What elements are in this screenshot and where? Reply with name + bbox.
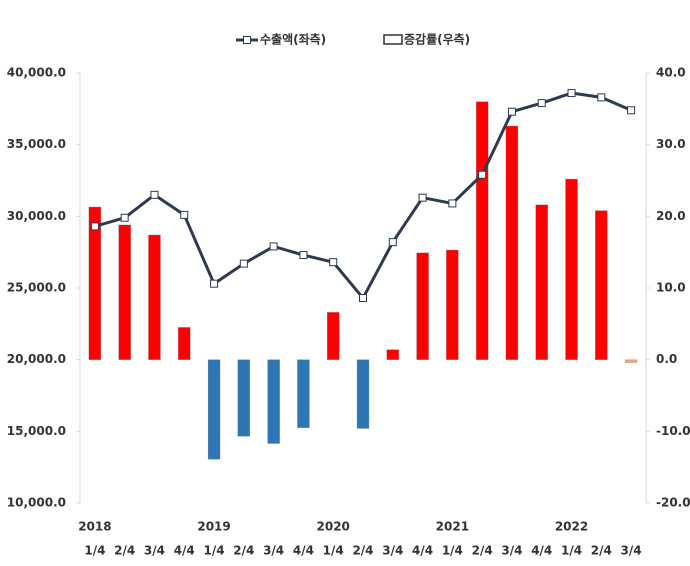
bar: [178, 327, 191, 360]
marker: [507, 107, 516, 116]
x-tick-label: 1/4: [204, 544, 225, 558]
x-tick-label: 3/4: [263, 544, 284, 558]
marker: [210, 279, 219, 288]
bar: [446, 249, 459, 360]
x-tick-label: 2/4: [352, 544, 373, 558]
x-tick-label: 3/4: [382, 544, 403, 558]
bar: [267, 359, 280, 444]
marker: [627, 106, 636, 115]
year-label: 2022: [555, 520, 588, 534]
marker: [180, 210, 189, 219]
marker: [239, 259, 248, 268]
bar: [118, 224, 131, 360]
x-tick-label: 1/4: [442, 544, 463, 558]
marker: [150, 190, 159, 199]
x-tick-label: 2/4: [472, 544, 493, 558]
x-tick-label: 4/4: [293, 544, 314, 558]
bar: [356, 359, 370, 429]
legend-marker: [243, 36, 251, 44]
y-tick-label: 25,000.0: [7, 281, 66, 295]
legend-label: 수출액(좌측): [260, 32, 326, 47]
y-tick-label: 30,000.0: [7, 209, 66, 223]
year-label: 2019: [197, 520, 230, 534]
marker: [537, 99, 546, 108]
marker: [478, 170, 487, 179]
x-tick-label: 3/4: [144, 544, 165, 558]
marker: [329, 258, 338, 267]
bar: [505, 125, 519, 360]
y-tick-label: 10,000.0: [7, 496, 66, 510]
bar: [595, 210, 608, 360]
line: [94, 91, 632, 301]
bar: [88, 206, 102, 360]
marker: [359, 294, 367, 303]
x-tick-label: 3/4: [501, 544, 522, 558]
marker: [269, 242, 278, 251]
marker: [388, 238, 397, 247]
y-tick-label: 35,000.0: [7, 137, 66, 151]
x-tick-label: 1/4: [561, 544, 582, 558]
year-label: 2021: [436, 520, 469, 534]
bar: [565, 178, 578, 360]
marker: [418, 193, 427, 202]
y2-tick-label: -10.0: [656, 424, 690, 438]
marker: [597, 93, 606, 102]
y2-tick-label: 10.0: [656, 281, 686, 295]
x-tick-label: 1/4: [323, 544, 344, 558]
bar: [237, 359, 250, 437]
bar: [148, 234, 161, 360]
marker: [120, 213, 129, 222]
y-tick-label: 15,000.0: [7, 424, 66, 438]
marker: [299, 251, 308, 260]
year-label: 2020: [317, 520, 350, 534]
bar: [327, 312, 340, 360]
legend-bar: [383, 34, 403, 45]
marker: [567, 89, 576, 98]
bar: [207, 359, 221, 460]
y2-tick-label: 30.0: [656, 137, 686, 151]
x-tick-label: 4/4: [531, 544, 552, 558]
marker: [90, 222, 99, 231]
x-tick-label: 4/4: [174, 544, 195, 558]
x-tick-label: 4/4: [412, 544, 433, 558]
bar: [297, 359, 310, 428]
y2-tick-label: 40.0: [656, 66, 686, 80]
y2-tick-label: 20.0: [656, 209, 686, 223]
marker: [448, 199, 457, 208]
bar: [535, 204, 548, 360]
legend-label: 증감률(우측): [404, 32, 470, 47]
bar: [416, 252, 429, 360]
y-tick-label: 20,000.0: [7, 352, 66, 366]
y2-tick-label: -20.0: [656, 496, 690, 510]
x-tick-label: 1/4: [84, 544, 105, 558]
bar: [476, 101, 489, 360]
x-tick-label: 2/4: [114, 544, 135, 558]
x-tick-label: 2/4: [233, 544, 254, 558]
x-tick-label: 2/4: [591, 544, 612, 558]
x-tick-label: 3/4: [621, 544, 642, 558]
y-tick-label: 40,000.0: [7, 66, 66, 80]
bar: [386, 349, 399, 360]
y2-tick-label: 0.0: [656, 352, 677, 366]
year-label: 2018: [78, 520, 111, 534]
bar: [624, 359, 638, 363]
